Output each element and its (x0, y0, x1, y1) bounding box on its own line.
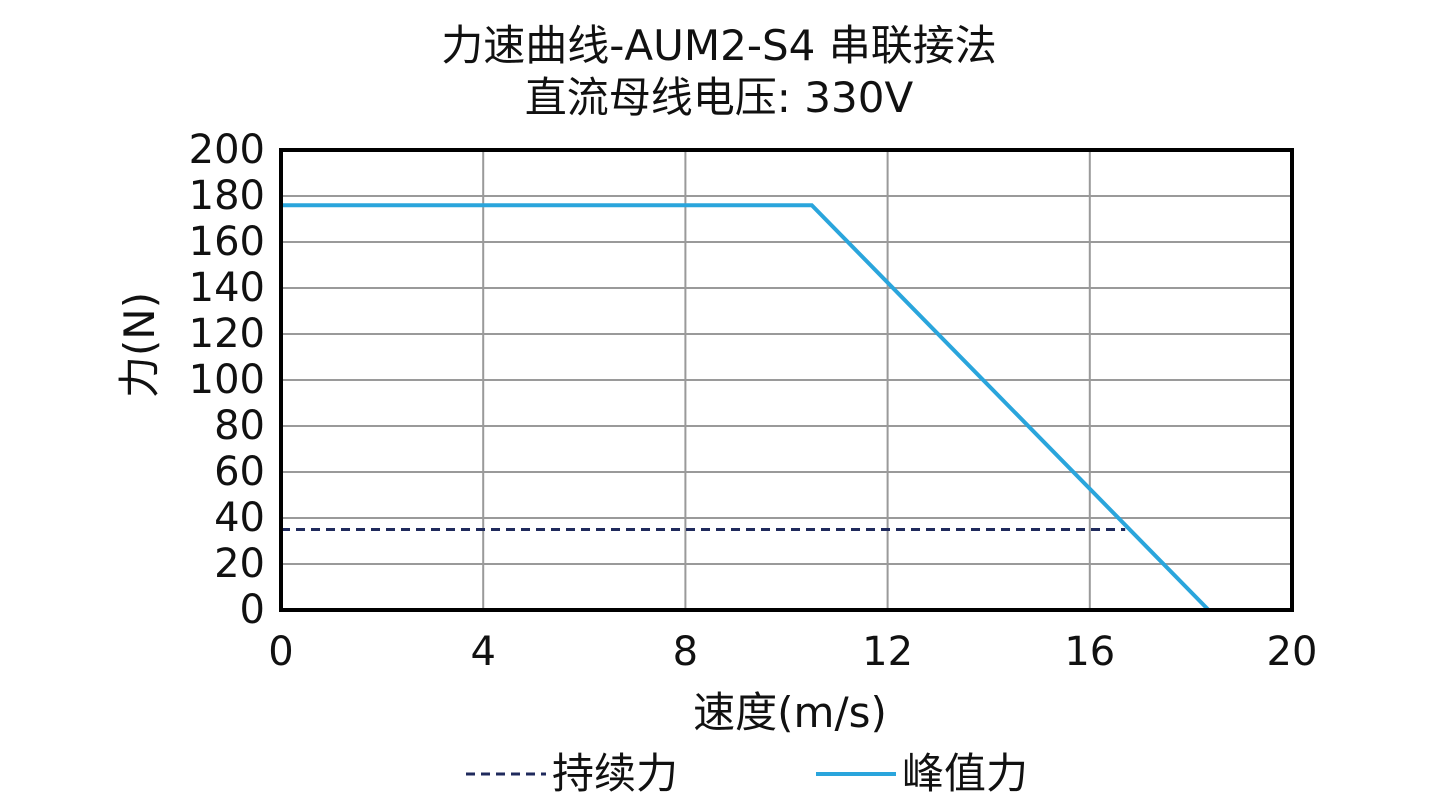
y-tick-label: 40 (214, 495, 265, 541)
legend-item-continuous: 持续力 (466, 746, 678, 802)
x-tick-label: 4 (470, 629, 496, 675)
y-tick-label: 0 (239, 587, 265, 633)
series-lines (281, 203, 1211, 612)
x-tick-label: 0 (268, 629, 294, 675)
legend-swatch-peak (816, 772, 896, 776)
legend-item-peak: 峰值力 (816, 746, 1028, 802)
y-tick-label: 180 (188, 173, 265, 219)
series-line-1 (281, 203, 1211, 612)
chart-subtitle: 直流母线电压: 330V (524, 73, 914, 122)
y-tick-label: 60 (214, 449, 265, 495)
y-tick-label: 80 (214, 403, 265, 449)
plot-frame (279, 148, 1294, 612)
grid-lines (281, 150, 1292, 610)
chart-title: 力速曲线-AUM2-S4 串联接法 (441, 21, 997, 70)
y-tick-label: 160 (188, 219, 265, 265)
x-tick-label: 20 (1266, 629, 1318, 675)
y-tick-label: 100 (188, 357, 265, 403)
y-tick-label: 200 (188, 127, 265, 173)
legend-swatch-continuous (466, 772, 546, 776)
x-tick-label: 16 (1064, 629, 1116, 675)
legend-label-continuous: 持续力 (552, 749, 679, 798)
y-tick-label: 120 (188, 311, 265, 357)
x-tick-label: 12 (862, 629, 914, 675)
x-tick-label: 8 (672, 629, 699, 675)
x-axis-label: 速度(m/s) (693, 688, 887, 737)
y-axis-label: 力(N) (115, 291, 164, 399)
y-tick-label: 20 (214, 541, 265, 587)
legend-label-peak: 峰值力 (902, 749, 1029, 798)
y-tick-label: 140 (188, 265, 265, 311)
